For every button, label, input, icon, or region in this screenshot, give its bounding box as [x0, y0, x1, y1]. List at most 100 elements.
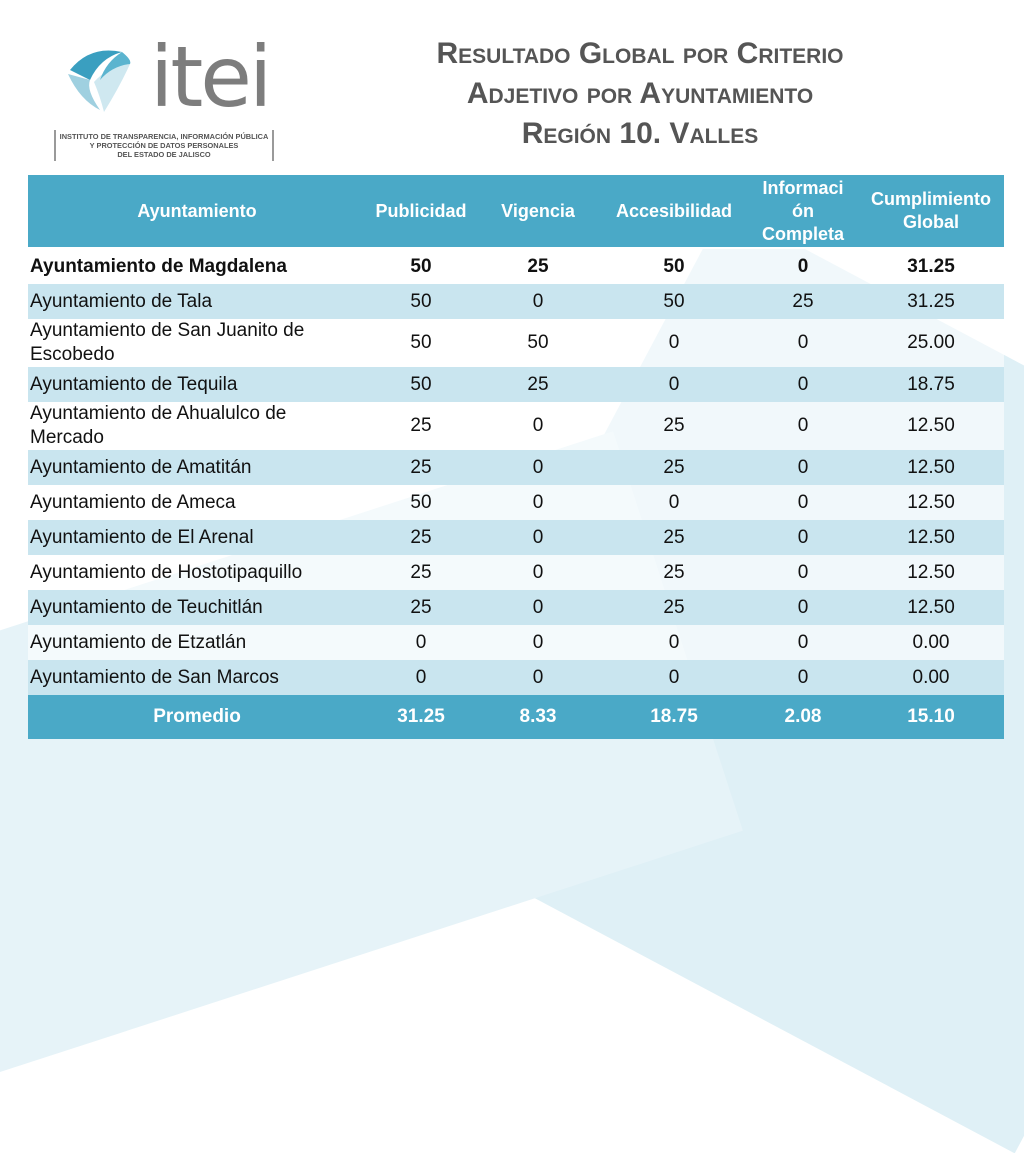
ayuntamiento-name: Ayuntamiento de Hostotipaquillo	[28, 555, 366, 590]
average-cell: 2.08	[748, 695, 858, 739]
itei-logo-mark	[68, 50, 131, 112]
average-cell: 18.75	[600, 695, 748, 739]
ayuntamiento-name: Ayuntamiento de San Marcos	[28, 660, 366, 695]
score-cell: 0	[748, 402, 858, 450]
score-cell: 0	[600, 319, 748, 367]
results-table: Ayuntamiento Publicidad Vigencia Accesib…	[28, 175, 1004, 739]
score-cell: 0	[476, 555, 600, 590]
score-cell: 0.00	[858, 660, 1004, 695]
score-cell: 0	[748, 520, 858, 555]
score-cell: 25	[748, 284, 858, 319]
col-header-publicidad: Publicidad	[366, 175, 476, 249]
score-cell: 12.50	[858, 450, 1004, 485]
score-cell: 50	[366, 248, 476, 284]
ayuntamiento-name: Ayuntamiento de San Juanito de Escobedo	[28, 319, 366, 367]
score-cell: 0	[476, 590, 600, 625]
score-cell: 25	[366, 555, 476, 590]
score-cell: 25	[600, 402, 748, 450]
table-header-row: Ayuntamiento Publicidad Vigencia Accesib…	[28, 175, 1004, 249]
score-cell: 25	[600, 450, 748, 485]
logo-wordmark: itei	[150, 28, 272, 126]
score-cell: 0	[748, 450, 858, 485]
ayuntamiento-name: Ayuntamiento de Amatitán	[28, 450, 366, 485]
score-cell: 25	[476, 248, 600, 284]
table-row: Ayuntamiento de Ahualulco de Mercado 25 0 2…	[28, 402, 1004, 450]
score-cell: 0	[600, 660, 748, 695]
table-row: Ayuntamiento de Amatitán 25 0 25 0 12.50	[28, 450, 1004, 485]
score-cell: 25	[600, 555, 748, 590]
score-cell: 0	[748, 367, 858, 402]
score-cell: 0	[366, 625, 476, 660]
average-label: Promedio	[28, 695, 366, 739]
table-row: Ayuntamiento de San Marcos 0 0 0 0 0.00	[28, 660, 1004, 695]
table-row: Ayuntamiento de Ameca 50 0 0 0 12.50	[28, 485, 1004, 520]
score-cell: 50	[366, 485, 476, 520]
score-cell: 12.50	[858, 402, 1004, 450]
score-cell: 18.75	[858, 367, 1004, 402]
average-cell: 31.25	[366, 695, 476, 739]
score-cell: 50	[476, 319, 600, 367]
score-cell: 0	[476, 625, 600, 660]
ayuntamiento-name: Ayuntamiento de Teuchitlán	[28, 590, 366, 625]
table-row: Ayuntamiento de Teuchitlán 25 0 25 0 12.50	[28, 590, 1004, 625]
score-cell: 0	[600, 625, 748, 660]
title-line-3: Región 10. Valles	[521, 117, 759, 150]
table-row: Ayuntamiento de Hostotipaquillo 25 0 25 0 12.…	[28, 555, 1004, 590]
score-cell: 0	[748, 555, 858, 590]
col-header-informacion-completa: Informaci ón Completa	[748, 175, 858, 249]
table-row: Ayuntamiento de San Juanito de Escobedo 5…	[28, 319, 1004, 367]
title-line-2: Adjetivo por Ayuntamiento	[466, 77, 814, 110]
score-cell: 25.00	[858, 319, 1004, 367]
score-cell: 12.50	[858, 590, 1004, 625]
score-cell: 25	[366, 450, 476, 485]
score-cell: 12.50	[858, 520, 1004, 555]
score-cell: 0	[476, 485, 600, 520]
score-cell: 0	[476, 660, 600, 695]
ayuntamiento-name: Ayuntamiento de Ameca	[28, 485, 366, 520]
score-cell: 50	[366, 319, 476, 367]
score-cell: 0	[476, 402, 600, 450]
score-cell: 0	[476, 520, 600, 555]
score-cell: 0	[476, 450, 600, 485]
average-cell: 15.10	[858, 695, 1004, 739]
score-cell: 0	[748, 319, 858, 367]
score-cell: 12.50	[858, 485, 1004, 520]
score-cell: 12.50	[858, 555, 1004, 590]
ayuntamiento-name: Ayuntamiento de Etzatlán	[28, 625, 366, 660]
table-row: Ayuntamiento de Tala 50 0 50 25 31.25	[28, 284, 1004, 319]
score-cell: 25	[476, 367, 600, 402]
col-header-vigencia: Vigencia	[476, 175, 600, 249]
table-row: Ayuntamiento de Magdalena 50 25 50 0 31.25	[28, 248, 1004, 284]
score-cell: 0	[600, 485, 748, 520]
table-row: Ayuntamiento de El Arenal 25 0 25 0 12.50	[28, 520, 1004, 555]
score-cell: 50	[366, 367, 476, 402]
page-title: Resultado Global por Criterio Adjetivo p…	[330, 34, 950, 154]
score-cell: 0	[748, 625, 858, 660]
score-cell: 50	[600, 284, 748, 319]
ayuntamiento-name: Ayuntamiento de Magdalena	[28, 248, 366, 284]
score-cell: 0	[748, 660, 858, 695]
table-row: Ayuntamiento de Tequila 50 25 0 0 18.75	[28, 367, 1004, 402]
average-row: Promedio 31.25 8.33 18.75 2.08 15.10	[28, 695, 1004, 739]
score-cell: 25	[366, 520, 476, 555]
ayuntamiento-name: Ayuntamiento de El Arenal	[28, 520, 366, 555]
itei-logo: itei INSTITUTO DE TRANSPARENCIA, INFORMA…	[54, 28, 276, 168]
score-cell: 25	[600, 590, 748, 625]
score-cell: 0	[748, 590, 858, 625]
score-cell: 50	[600, 248, 748, 284]
col-header-cumplimiento-global: Cumplimiento Global	[858, 175, 1004, 249]
table-row: Ayuntamiento de Etzatlán 0 0 0 0 0.00	[28, 625, 1004, 660]
score-cell: 0.00	[858, 625, 1004, 660]
col-header-ayuntamiento: Ayuntamiento	[28, 175, 366, 249]
score-cell: 25	[600, 520, 748, 555]
ayuntamiento-name: Ayuntamiento de Tequila	[28, 367, 366, 402]
average-cell: 8.33	[476, 695, 600, 739]
score-cell: 31.25	[858, 248, 1004, 284]
ayuntamiento-name: Ayuntamiento de Ahualulco de Mercado	[28, 402, 366, 450]
ayuntamiento-name: Ayuntamiento de Tala	[28, 284, 366, 319]
score-cell: 0	[748, 248, 858, 284]
score-cell: 0	[748, 485, 858, 520]
logo-subtitle: INSTITUTO DE TRANSPARENCIA, INFORMACIÓN …	[54, 130, 274, 161]
score-cell: 31.25	[858, 284, 1004, 319]
col-header-accesibilidad: Accesibilidad	[600, 175, 748, 249]
